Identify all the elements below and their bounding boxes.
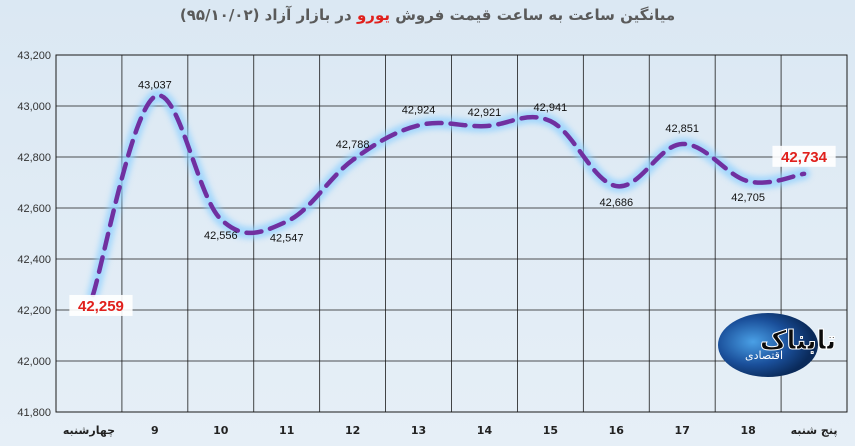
x-tick-label: 11 bbox=[279, 424, 294, 437]
data-label: 42,788 bbox=[336, 139, 370, 151]
x-tick-label: 9 bbox=[151, 424, 159, 437]
data-label: 42,941 bbox=[534, 102, 568, 114]
data-label: 42,705 bbox=[731, 192, 765, 204]
x-tick-label: 14 bbox=[477, 424, 493, 437]
x-tick-label: 18 bbox=[740, 424, 755, 437]
logo-main-text: تابناک bbox=[760, 326, 836, 356]
data-label: 42,556 bbox=[204, 230, 238, 242]
y-tick-label: 43,000 bbox=[17, 101, 51, 113]
y-tick-label: 42,800 bbox=[17, 152, 51, 164]
y-tick-label: 43,200 bbox=[17, 50, 51, 62]
x-axis-ticks: چهارشنبه 9 10 11 12 13 14 15 16 17 18 پنج شنبه bbox=[63, 424, 838, 437]
data-label: 43,037 bbox=[138, 80, 172, 92]
title-text-start: میانگین ساعت به ساعت قیمت فروش bbox=[389, 6, 676, 24]
x-tick-label: 15 bbox=[543, 424, 558, 437]
data-label: 42,851 bbox=[665, 123, 699, 135]
x-tick-label: 12 bbox=[345, 424, 360, 437]
logo-sub-text: اقتصادی bbox=[745, 349, 783, 362]
y-tick-label: 42,600 bbox=[17, 203, 51, 215]
data-label: 42,921 bbox=[468, 107, 502, 119]
data-label: 42,924 bbox=[402, 104, 436, 116]
series-line bbox=[90, 93, 807, 298]
title-text-end: در بازار آزاد (۹۵/۱۰/۰۲) bbox=[179, 6, 357, 24]
chart-title: میانگین ساعت به ساعت قیمت فروش یورو در ب… bbox=[0, 6, 855, 24]
x-tick-label: 13 bbox=[411, 424, 426, 437]
series-euro bbox=[86, 89, 811, 301]
highlight-data-label: 42,259 bbox=[78, 298, 124, 315]
y-tick-label: 42,200 bbox=[17, 305, 51, 317]
x-tick-label: پنج شنبه bbox=[791, 424, 838, 437]
tabnak-logo: تابناک اقتصادی bbox=[716, 305, 836, 380]
y-axis-ticks: 41,800 42,000 42,200 42,400 42,600 42,800 43,0… bbox=[17, 50, 51, 419]
x-tick-label: 17 bbox=[675, 424, 690, 437]
title-highlight: یورو bbox=[356, 6, 390, 24]
y-tick-label: 42,000 bbox=[17, 356, 51, 368]
x-tick-label: 16 bbox=[609, 424, 625, 437]
highlight-data-label: 42,734 bbox=[781, 149, 828, 166]
y-tick-label: 42,400 bbox=[17, 254, 51, 266]
data-label: 42,547 bbox=[270, 233, 304, 245]
x-tick-label: چهارشنبه bbox=[63, 424, 115, 437]
data-label: 42,686 bbox=[599, 197, 633, 209]
x-tick-label: 10 bbox=[213, 424, 229, 437]
highlight-label-bg bbox=[772, 145, 836, 167]
y-tick-label: 41,800 bbox=[17, 407, 51, 419]
highlight-label-bg bbox=[69, 294, 133, 316]
data-labels: 42,259 43,037 42,556 42,547 42,788 42,924 42,9… bbox=[69, 80, 836, 316]
